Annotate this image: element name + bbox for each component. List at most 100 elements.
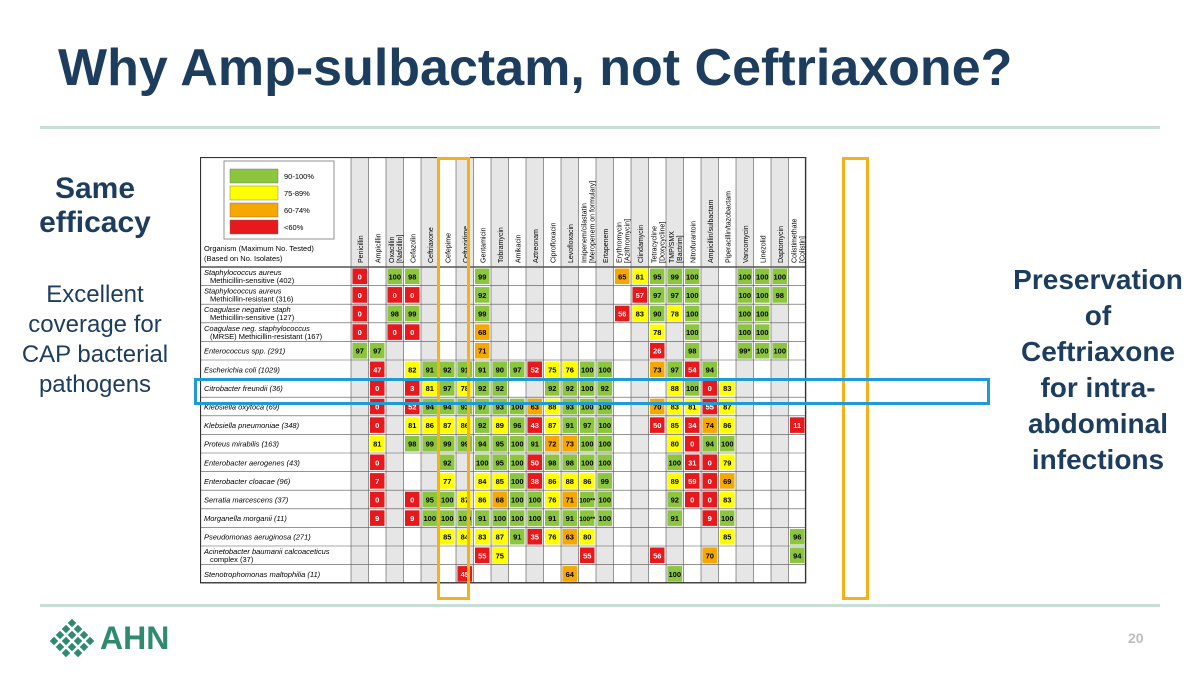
susceptibility-cell: [422, 417, 437, 433]
antibiotic-header-line: Imipenem/cilastatin: [581, 203, 588, 263]
susceptibility-value: 0: [358, 291, 362, 300]
organism-name-detail: Methicillin-resistant (316): [210, 295, 294, 304]
organism-name: Klebsiella pneumoniae (348): [204, 421, 300, 430]
susceptibility-cell: [720, 473, 735, 489]
susceptibility-cell: [475, 287, 490, 303]
susceptibility-value: 43: [531, 421, 539, 430]
susceptibility-cell: [475, 417, 490, 433]
susceptibility-value: 99: [426, 440, 434, 449]
organism-name: Enterococcus spp. (291): [204, 347, 286, 356]
susceptibility-value: 100: [738, 310, 751, 319]
susceptibility-value: 91: [566, 514, 574, 523]
susceptibility-cell: [545, 473, 560, 489]
susceptibility-cell: [685, 361, 700, 378]
susceptibility-value: 100: [721, 514, 734, 523]
susceptibility-value: 35: [531, 533, 539, 542]
susceptibility-value: 34: [688, 421, 697, 430]
susceptibility-cell: [370, 491, 385, 508]
susceptibility-value: 94: [706, 440, 715, 449]
susceptibility-cell: [440, 361, 455, 378]
susceptibility-cell: [667, 361, 682, 378]
susceptibility-cell: [580, 361, 595, 378]
susceptibility-cell: [562, 566, 577, 582]
susceptibility-value: 31: [688, 458, 696, 467]
title-divider: [40, 126, 1160, 129]
susceptibility-cell: [475, 268, 490, 285]
susceptibility-value: 100: [598, 365, 611, 374]
susceptibility-cell: [545, 454, 560, 471]
susceptibility-value: 76: [548, 533, 556, 542]
susceptibility-value: 76: [566, 365, 574, 374]
susceptibility-value: 100: [441, 496, 454, 505]
susceptibility-value: 0: [708, 458, 712, 467]
susceptibility-value: 99: [461, 440, 469, 449]
susceptibility-value: 87: [548, 421, 556, 430]
susceptibility-value: 72: [548, 440, 556, 449]
susceptibility-value: 99: [478, 272, 486, 281]
susceptibility-cell: [755, 268, 770, 285]
susceptibility-cell: [492, 491, 507, 508]
organism-name: Staphylococcus aureus: [204, 287, 282, 296]
susceptibility-value: 91: [513, 533, 521, 542]
susceptibility-value: 0: [410, 496, 414, 505]
susceptibility-cell: [405, 361, 420, 378]
susceptibility-value: 88: [671, 384, 679, 393]
organism-name-detail: Methicillin-sensitive (402): [210, 276, 295, 285]
susceptibility-cell: [580, 417, 595, 433]
antibiotic-header: Vancomycin: [743, 225, 750, 263]
susceptibility-cell: [387, 268, 402, 285]
susceptibility-value: 55: [478, 551, 486, 560]
column-shade: [631, 157, 649, 584]
susceptibility-cell: [370, 380, 385, 396]
susceptibility-value: 100: [476, 458, 489, 467]
susceptibility-cell: [702, 380, 717, 396]
susceptibility-cell: [510, 454, 525, 471]
susceptibility-value: 0: [690, 496, 694, 505]
susceptibility-value: 97: [583, 421, 591, 430]
antibiotic-header-line: [Nafcillin]: [397, 235, 404, 263]
susceptibility-value: 52: [408, 403, 416, 412]
susceptibility-value: 88: [566, 477, 574, 486]
susceptibility-cell: [510, 435, 525, 452]
footer-divider: [40, 604, 1160, 607]
susceptibility-cell: [685, 435, 700, 452]
susceptibility-value: 0: [708, 477, 712, 486]
susceptibility-value: 100: [581, 384, 594, 393]
susceptibility-value: 54: [688, 365, 697, 374]
susceptibility-cell: [597, 417, 612, 433]
susceptibility-cell: [667, 491, 682, 508]
susceptibility-cell: [475, 454, 490, 471]
susceptibility-cell: [597, 491, 612, 508]
susceptibility-value: 52: [531, 365, 539, 374]
susceptibility-value: 100: [686, 272, 699, 281]
susceptibility-value: 96: [793, 533, 801, 542]
susceptibility-value: 100: [756, 347, 769, 356]
susceptibility-value: 50: [653, 421, 661, 430]
susceptibility-value: 100: [511, 458, 524, 467]
susceptibility-cell: [492, 435, 507, 452]
susceptibility-cell: [370, 342, 385, 359]
susceptibility-value: 100: [581, 440, 594, 449]
susceptibility-value: 84: [478, 477, 487, 486]
susceptibility-value: 99*: [739, 347, 750, 356]
susceptibility-value: 92: [671, 496, 679, 505]
susceptibility-cell: [720, 528, 735, 545]
right-callout-line: Preservation: [1013, 264, 1183, 295]
susceptibility-value: 88: [548, 403, 556, 412]
susceptibility-value: 98: [408, 440, 416, 449]
susceptibility-cell: [370, 417, 385, 433]
susceptibility-value: 68: [496, 496, 504, 505]
susceptibility-cell: [405, 510, 420, 526]
susceptibility-value: 94: [706, 365, 715, 374]
left-heading: Same efficacy: [20, 172, 170, 240]
susceptibility-value: 0: [375, 403, 379, 412]
susceptibility-value: 100: [528, 496, 541, 505]
susceptibility-value: 86: [478, 496, 486, 505]
susceptibility-value: 87: [443, 421, 451, 430]
susceptibility-cell: [667, 305, 682, 322]
organism-name: Enterobacter cloacae (96): [204, 477, 291, 486]
susceptibility-cell: [440, 491, 455, 508]
susceptibility-value: 81: [688, 403, 696, 412]
susceptibility-cell: [527, 417, 542, 433]
susceptibility-cell: [755, 324, 770, 340]
